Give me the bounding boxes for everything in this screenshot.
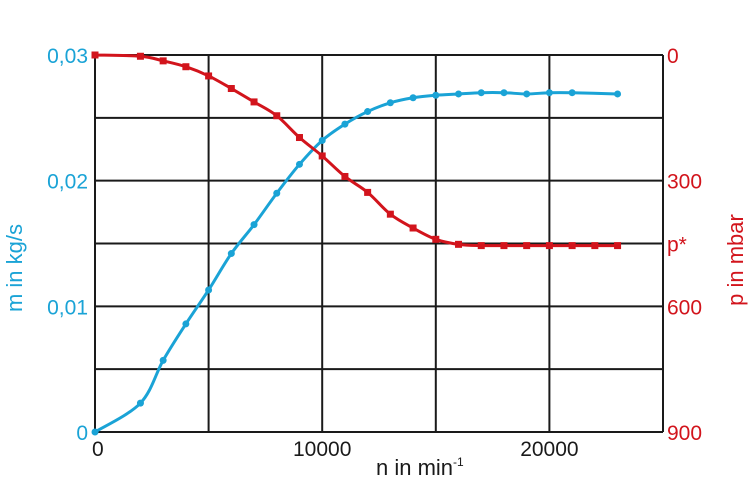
y-right-tick-label: 0	[667, 45, 679, 68]
left-series-point	[523, 90, 531, 98]
y-right-tick-label: 600	[667, 296, 702, 319]
right-series-point	[273, 112, 281, 120]
right-series-point	[341, 172, 349, 180]
y-left-axis-title: m in kg/s	[2, 224, 27, 312]
y-right-tick-label: 300	[667, 171, 702, 194]
right-series-point	[545, 242, 553, 250]
left-series-point	[545, 89, 553, 97]
left-series-point	[227, 250, 235, 258]
left-series-point	[409, 94, 417, 102]
right-series-point	[386, 210, 394, 218]
left-series-line	[94, 91, 618, 434]
y-right-tick-label: 900	[667, 422, 702, 445]
left-series-point	[432, 91, 440, 99]
left-series-point	[159, 356, 167, 364]
left-series-point	[364, 108, 372, 116]
right-series-point	[591, 242, 599, 250]
right-series-point	[523, 242, 531, 250]
y-left-tick-labels: 0 0,01 0,02 0,03	[47, 45, 88, 445]
x-axis-title-superscript: -1	[453, 455, 464, 469]
right-series-point	[205, 72, 213, 80]
right-series-point	[614, 242, 622, 250]
x-tick-label: 0	[92, 438, 104, 461]
right-series-point	[227, 85, 235, 93]
right-series-point	[159, 57, 167, 65]
right-series	[91, 51, 622, 250]
right-series-point	[432, 235, 440, 243]
left-series-point	[182, 320, 190, 328]
right-series-point	[364, 188, 372, 196]
right-series-point	[250, 98, 258, 106]
y-right-axis-title: p in mbar	[723, 214, 748, 306]
grid	[94, 54, 664, 433]
right-series-point	[568, 242, 576, 250]
right-series-point	[455, 240, 463, 248]
x-axis-title: n in min-1	[376, 455, 464, 480]
left-series-point	[500, 89, 508, 97]
left-series-point	[568, 89, 576, 97]
left-series	[91, 89, 622, 436]
x-tick-labels: 0 10000 20000	[92, 438, 579, 461]
x-tick-label: 10000	[293, 438, 351, 461]
right-series-point	[136, 52, 144, 60]
right-series-point	[477, 242, 485, 250]
y-right-tick-labels: 0 300 p* 600 900	[667, 45, 702, 445]
y-left-tick-label: 0,03	[47, 45, 88, 68]
right-series-point	[318, 152, 326, 160]
right-series-point	[295, 134, 303, 142]
right-series-point	[182, 63, 190, 71]
left-series-point	[477, 89, 485, 97]
right-series-line	[94, 53, 618, 248]
y-left-tick-label: 0,01	[47, 296, 88, 319]
left-series-point	[273, 189, 281, 197]
left-series-point	[136, 399, 144, 407]
right-series-point	[409, 224, 417, 232]
left-series-point	[341, 120, 349, 128]
y-right-tick-label: p*	[667, 234, 687, 257]
left-series-point	[91, 428, 99, 436]
left-series-point	[205, 286, 213, 294]
y-left-tick-label: 0	[76, 422, 88, 445]
right-series-point	[91, 51, 99, 59]
x-axis-title-text: n in min	[376, 455, 453, 480]
left-series-point	[455, 90, 463, 98]
y-left-tick-label: 0,02	[47, 171, 88, 194]
left-series-point	[295, 160, 303, 168]
left-series-point	[386, 99, 394, 107]
right-series-point	[500, 242, 508, 250]
left-series-point	[250, 221, 258, 229]
left-series-point	[614, 90, 622, 98]
left-series-point	[318, 136, 326, 144]
x-tick-label: 20000	[520, 438, 578, 461]
